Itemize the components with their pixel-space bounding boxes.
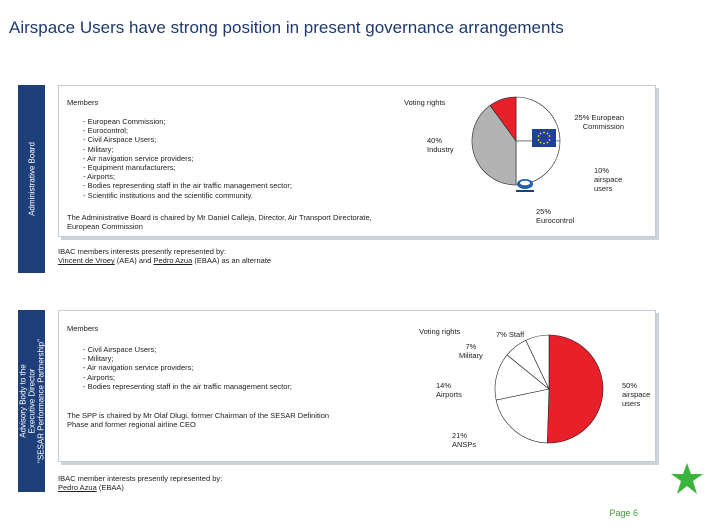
pie1-label-ec-line: 25% European	[574, 113, 624, 122]
pie2-label-military: 7% Military	[459, 342, 483, 360]
board-voting-heading: Voting rights	[404, 98, 446, 107]
pie-slice-ansps	[495, 388, 550, 444]
pie2-label-airports-line: Airports	[436, 390, 462, 399]
board-interests-text: (EBAA) as an alternate	[192, 256, 272, 266]
pie1-label-ec: 25% European Commission	[566, 113, 624, 131]
list-item: - Air navigation service providers;	[83, 153, 194, 163]
pie-slice-airspace-users	[489, 96, 517, 142]
pie2-label-military-line: Military	[459, 351, 483, 360]
eu-flag-icon	[532, 129, 556, 147]
advisory-chair-line: Phase and former regional airline CEO	[67, 420, 196, 430]
board-chair-line: The Administrative Board is chaired by M…	[67, 213, 372, 222]
green-star-icon	[671, 463, 703, 494]
advisory-side-label-line: Executive Director	[27, 368, 36, 434]
list-item: - Civil Airspace Users;	[83, 135, 157, 145]
board-interests-name: Pedro Azua	[153, 256, 193, 266]
list-item: - Airports;	[83, 172, 116, 182]
advisory-side-label: Advisory Body to the Executive Director …	[18, 339, 45, 463]
pie-slice-industry	[471, 104, 517, 186]
board-interests-text: (AEA) and	[114, 256, 154, 266]
advisory-chair-note: The SPP is chaired by Mr Olaf Dlugi, for…	[67, 411, 329, 429]
list-item: - Airports;	[83, 372, 116, 382]
list-item: - Equipment manufacturers;	[83, 163, 176, 173]
board-panel: Members Voting rights - European Commiss…	[58, 85, 656, 237]
advisory-interests-note: IBAC member interests presently represen…	[58, 474, 658, 493]
pie1-label-eurocontrol-line: 25%	[536, 207, 552, 216]
pie1-label-eurocontrol-line: Eurocontrol	[536, 216, 575, 225]
board-side-label: Administrative Board	[27, 142, 36, 216]
board-interests-name: Vincent de Vroey	[58, 256, 115, 266]
pie2-label-airports-line: 14%	[436, 381, 452, 390]
pie2-label-ansps: 21% ANSPs	[452, 431, 476, 449]
pie1-label-industry: 40% Industry	[427, 136, 454, 154]
list-item: - Military;	[83, 354, 114, 364]
advisory-interests-line: IBAC member interests presently represen…	[58, 474, 223, 483]
eurocontrol-logo-icon	[516, 179, 534, 192]
board-members-heading: Members	[67, 98, 99, 107]
board-interests-note: IBAC members interests presently represe…	[58, 247, 658, 266]
pie1-label-users-line: users	[594, 184, 613, 193]
list-item: - Eurocontrol;	[83, 126, 129, 136]
pie2-label-users: 50% airspace users	[622, 381, 650, 408]
pie2-label-military-line: 7%	[465, 342, 477, 351]
slide-title: Airspace Users have strong position in p…	[9, 18, 564, 37]
pie1-label-users-line: airspace	[594, 175, 623, 184]
board-side-bar: Administrative Board	[18, 85, 45, 273]
pie2-label-ansps-line: 21%	[452, 431, 468, 440]
board-chair-line: European Commission	[67, 222, 143, 232]
list-item: - Bodies representing staff in the air t…	[83, 181, 292, 191]
advisory-voting-pie	[494, 334, 604, 444]
pie2-label-airports: 14% Airports	[436, 381, 462, 399]
pie2-label-staff: 7% Staff	[496, 330, 524, 339]
board-chair-note: The Administrative Board is chaired by M…	[67, 213, 372, 231]
list-item: - Military;	[83, 144, 114, 154]
board-members-list: - European Commission; - Eurocontrol; - …	[83, 117, 292, 200]
pie2-label-users-line: users	[622, 399, 641, 408]
pie-slice-airspace-users	[546, 334, 604, 444]
pie1-label-eurocontrol: 25% Eurocontrol	[536, 207, 574, 225]
advisory-chair-line: The SPP is chaired by Mr Olaf Dlugi, for…	[67, 411, 330, 420]
pie2-label-ansps-line: ANSPs	[452, 440, 477, 449]
list-item: - European Commission;	[83, 117, 166, 126]
list-item: - Civil Airspace Users;	[83, 345, 157, 354]
advisory-interests-names: Pedro Azua (EBAA)	[58, 483, 658, 492]
advisory-members-list: - Civil Airspace Users; - Military; - Ai…	[83, 345, 292, 391]
advisory-interests-text: (EBAA)	[96, 483, 124, 493]
pie1-label-users: 10% airspace users	[594, 166, 622, 193]
advisory-side-bar: Advisory Body to the Executive Director …	[18, 310, 45, 492]
list-item: - Bodies representing staff in the air t…	[83, 381, 292, 391]
list-item: - Scientific institutions and the scient…	[83, 190, 253, 200]
pie2-label-users-line: airspace	[622, 390, 651, 399]
pie2-label-staff-line: 7% Staff	[496, 330, 525, 339]
pie1-label-users-line: 10%	[594, 166, 610, 175]
pie2-label-users-line: 50%	[622, 381, 638, 390]
board-interests-line: IBAC members interests presently represe…	[58, 247, 226, 256]
board-interests-names: Vincent de Vroey (AEA) and Pedro Azua (E…	[58, 256, 658, 265]
advisory-interests-name: Pedro Azua	[58, 483, 97, 493]
pie-slice-staff	[525, 334, 550, 390]
pie1-label-industry-line: 40%	[427, 136, 443, 145]
pie1-label-ec-line: Commission	[582, 122, 624, 131]
advisory-members-heading: Members	[67, 324, 99, 333]
advisory-side-label-line: Advisory Body to the	[18, 364, 27, 438]
advisory-side-label-line: "SESAR Performance Partnership"	[36, 339, 45, 463]
list-item: - Air navigation service providers;	[83, 363, 194, 373]
advisory-voting-heading: Voting rights	[419, 327, 461, 336]
page-number: Page 6	[609, 508, 638, 518]
pie1-label-industry-line: Industry	[427, 145, 454, 154]
